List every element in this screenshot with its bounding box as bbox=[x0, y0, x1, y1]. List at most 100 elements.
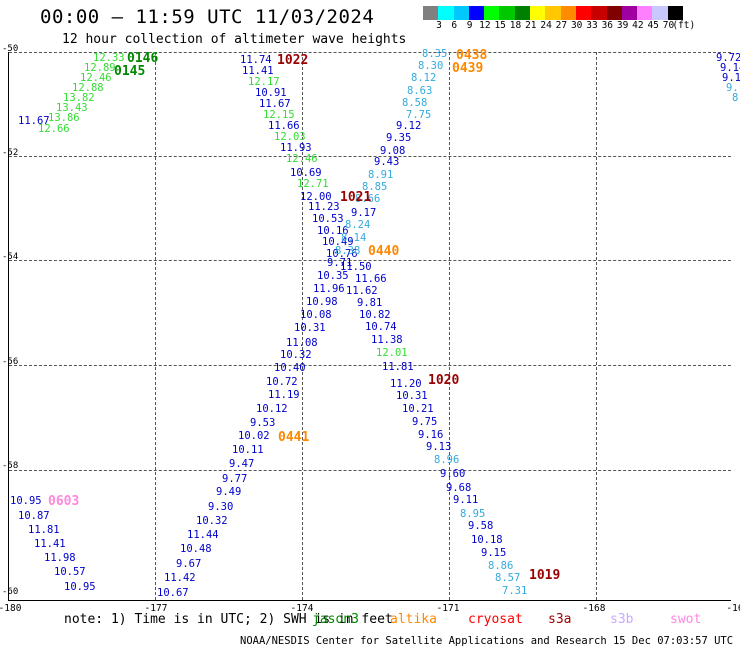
wave-height-label: 9.43 bbox=[374, 156, 400, 168]
color-tick-label: 15 bbox=[494, 20, 506, 31]
wave-height-label: 10.16 bbox=[317, 225, 349, 237]
pass-time-label: 0146 bbox=[127, 51, 159, 66]
color-swatch bbox=[637, 6, 653, 20]
longitude-label: -180 bbox=[0, 603, 22, 614]
wave-height-label: 12.03 bbox=[274, 131, 306, 143]
parallel-gridline bbox=[9, 365, 731, 366]
wave-height-label: 12.88 bbox=[72, 82, 104, 94]
wave-height-label: 11.38 bbox=[371, 334, 403, 346]
color-swatch bbox=[667, 6, 684, 20]
color-swatch bbox=[530, 6, 546, 20]
color-tick-label: 9 bbox=[466, 20, 473, 31]
wave-height-label: 10.53 bbox=[312, 213, 344, 225]
wave-height-label: 9.67 bbox=[176, 558, 202, 570]
wave-height-label: 11.62 bbox=[346, 285, 378, 297]
color-swatch bbox=[484, 6, 500, 20]
wave-height-label: 12.71 bbox=[297, 178, 329, 190]
wave-height-label: 11.81 bbox=[382, 361, 414, 373]
pass-time-label: 0440 bbox=[368, 244, 400, 259]
parallel-gridline bbox=[9, 156, 731, 157]
wave-height-label: 10.67 bbox=[157, 587, 189, 599]
wave-height-label: 11.42 bbox=[164, 572, 196, 584]
meridian-gridline bbox=[596, 52, 597, 600]
color-tick-label: 42 bbox=[632, 20, 644, 31]
wave-height-label: 10.02 bbox=[238, 430, 270, 442]
page-subtitle: 12 hour collection of altimeter wave hei… bbox=[62, 32, 407, 47]
wave-height-label: 11.50 bbox=[340, 261, 372, 273]
parallel-gridline bbox=[9, 52, 731, 53]
longitude-label: -171 bbox=[436, 603, 460, 614]
satellite-legend-item: jason3 bbox=[312, 612, 359, 627]
wave-height-label: 12.33 bbox=[93, 52, 125, 64]
color-swatch bbox=[468, 6, 485, 20]
wave-height-label: 9.13 bbox=[426, 441, 452, 453]
wave-height-label: 8.38 bbox=[335, 245, 361, 257]
wave-height-label: 8.63 bbox=[407, 85, 433, 97]
wave-height-label: 8.91 bbox=[368, 169, 394, 181]
wave-height-label: 10.87 bbox=[18, 510, 50, 522]
pass-time-label: 0145 bbox=[114, 64, 146, 79]
wave-height-label: 9.72 bbox=[716, 52, 740, 64]
wave-height-label: 10.91 bbox=[255, 87, 287, 99]
wave-height-label: 10.32 bbox=[196, 515, 228, 527]
wave-height-label: 9.16 bbox=[418, 429, 444, 441]
wave-height-label: 7.31 bbox=[502, 585, 528, 597]
latitude-label: -58 bbox=[2, 461, 19, 471]
longitude-label: -16 bbox=[726, 603, 740, 614]
satellite-legend-item: altika bbox=[390, 612, 437, 627]
wave-height-label: 8 bbox=[732, 92, 739, 104]
wave-height-label: 10.31 bbox=[396, 390, 428, 402]
wave-height-label: 12.89 bbox=[84, 62, 116, 74]
wave-height-label: 10.95 bbox=[10, 495, 42, 507]
color-swatch bbox=[621, 6, 638, 20]
wave-height-label: 7.75 bbox=[406, 109, 432, 121]
legend-note: note: 1) Time is in UTC; 2) SWH is in fe… bbox=[64, 612, 393, 627]
color-swatch bbox=[545, 6, 561, 20]
credit-line: NOAA/NESDIS Center for Satellite Applica… bbox=[240, 635, 740, 647]
wave-height-label: 8.57 bbox=[495, 572, 521, 584]
wave-height-label: 11.66 bbox=[268, 120, 300, 132]
color-tick-label: 33 bbox=[586, 20, 598, 31]
wave-height-label: 12.46 bbox=[80, 72, 112, 84]
wave-height-label: 10.35 bbox=[317, 270, 349, 282]
wave-height-label: 11.20 bbox=[390, 378, 422, 390]
color-tick-label: 12 bbox=[479, 20, 491, 31]
wave-height-label: 10.31 bbox=[294, 322, 326, 334]
wave-height-label: 10.48 bbox=[180, 543, 212, 555]
color-tick-label: 6 bbox=[451, 20, 458, 31]
wave-height-label: 8.35 bbox=[422, 48, 448, 60]
color-tick-label: 39 bbox=[616, 20, 629, 31]
wave-height-label: 10.69 bbox=[290, 167, 322, 179]
longitude-label: -168 bbox=[582, 603, 606, 614]
meridian-gridline bbox=[155, 52, 156, 600]
longitude-label: -177 bbox=[144, 603, 168, 614]
pass-time-label: 1020 bbox=[428, 373, 460, 388]
wave-height-label: 9.17 bbox=[351, 207, 377, 219]
parallel-gridline bbox=[9, 470, 731, 471]
wave-height-label: 11.23 bbox=[308, 201, 340, 213]
color-swatch bbox=[438, 6, 454, 20]
wave-height-label: 13.82 bbox=[63, 92, 95, 104]
color-unit-label: (ft) bbox=[672, 20, 696, 31]
color-swatch bbox=[606, 6, 622, 20]
wave-height-label: 10.95 bbox=[64, 581, 96, 593]
pass-time-label: 0438 bbox=[456, 48, 488, 63]
wave-height-label: 11.66 bbox=[355, 273, 387, 285]
wave-height-label: 11.98 bbox=[44, 552, 76, 564]
wave-height-label: 8.85 bbox=[362, 181, 388, 193]
wave-height-label: 13.86 bbox=[48, 112, 80, 124]
wave-height-label: 10.08 bbox=[300, 309, 332, 321]
latitude-label: -56 bbox=[2, 357, 19, 367]
wave-height-label: 8.24 bbox=[345, 219, 371, 231]
wave-height-label: 10.21 bbox=[402, 403, 434, 415]
parallel-gridline bbox=[9, 260, 731, 261]
pass-time-label: 0441 bbox=[278, 430, 310, 445]
color-swatch bbox=[591, 6, 607, 20]
color-scale-bar bbox=[423, 6, 684, 20]
wave-height-label: 13.43 bbox=[56, 102, 88, 114]
color-tick-label: 30 bbox=[570, 20, 583, 31]
wave-height-label: 11.93 bbox=[280, 142, 312, 154]
wave-height-label: 11.41 bbox=[34, 538, 66, 550]
wave-height-label: 9.08 bbox=[380, 145, 406, 157]
wave-height-label: 9.71 bbox=[327, 257, 353, 269]
